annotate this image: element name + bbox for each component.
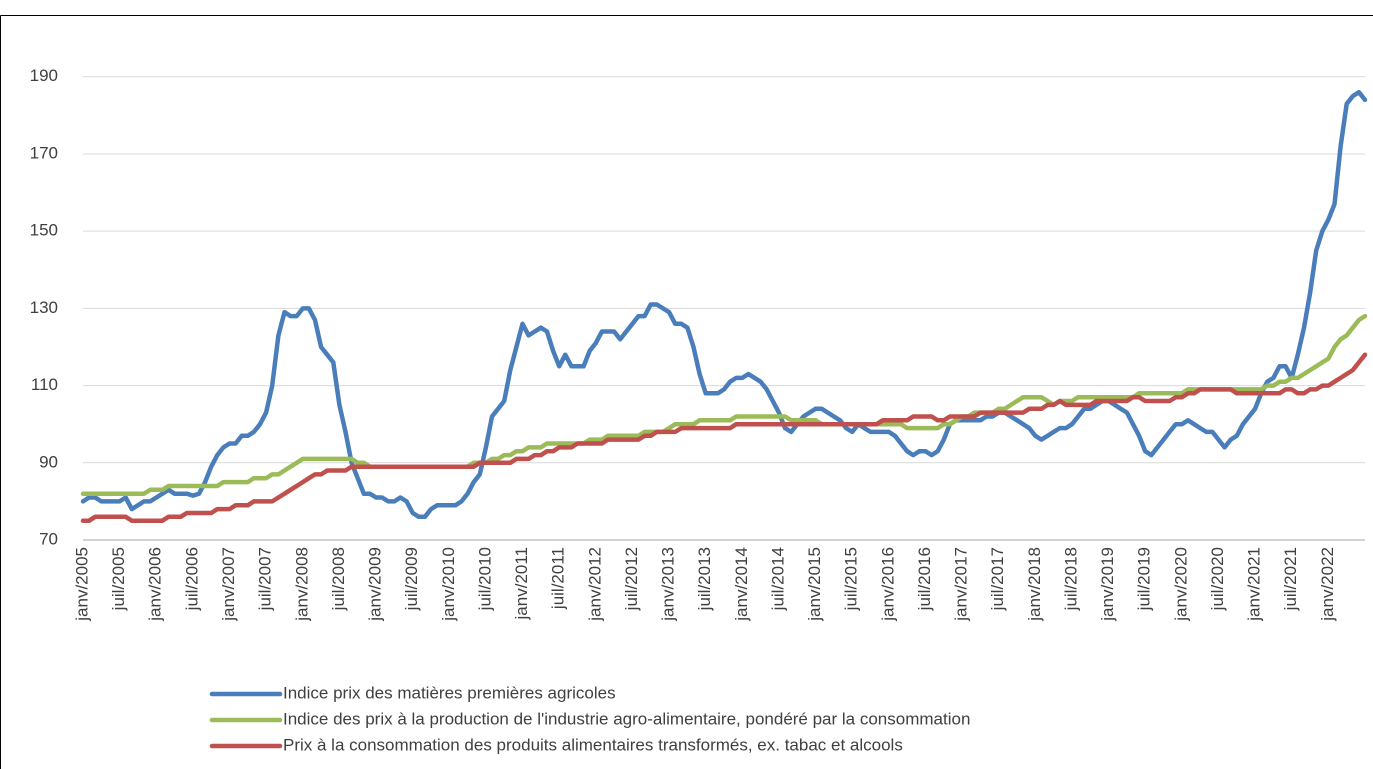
x-tick-label: janv/2005 <box>72 547 91 622</box>
x-tick-label: juil/2019 <box>1135 547 1154 611</box>
x-tick-label: juil/2016 <box>915 547 934 611</box>
x-tick-label: janv/2016 <box>878 547 897 622</box>
legend-label: Prix à la consommation des produits alim… <box>283 735 903 754</box>
x-tick-label: janv/2014 <box>732 547 751 622</box>
x-tick-label: janv/2020 <box>1171 547 1190 622</box>
series-line <box>80 89 1368 520</box>
x-tick-label: juil/2021 <box>1281 547 1300 611</box>
x-tick-label: janv/2021 <box>1245 547 1264 622</box>
x-tick-label: juil/2011 <box>549 547 568 610</box>
x-tick-label: janv/2012 <box>585 547 604 622</box>
x-tick-label: juil/2006 <box>182 547 201 611</box>
x-tick-label: janv/2008 <box>292 547 311 622</box>
x-tick-label: janv/2018 <box>1025 547 1044 622</box>
legend-label: Indice des prix à la production de l'ind… <box>283 709 970 728</box>
y-tick-label: 90 <box>39 452 58 471</box>
x-tick-label: janv/2013 <box>659 547 678 622</box>
x-tick-label: juil/2020 <box>1208 547 1227 611</box>
y-tick-label: 170 <box>30 143 58 162</box>
x-tick-label: juil/2017 <box>988 547 1007 611</box>
x-tick-label: juil/2009 <box>402 547 421 611</box>
x-tick-label: janv/2010 <box>439 547 458 622</box>
x-tick-label: juil/2018 <box>1061 547 1080 611</box>
x-tick-label: janv/2015 <box>805 547 824 622</box>
x-tick-label: juil/2013 <box>695 547 714 611</box>
y-tick-label: 110 <box>31 375 58 394</box>
x-tick-label: juil/2010 <box>475 547 494 611</box>
x-tick-label: juil/2007 <box>256 547 275 611</box>
y-tick-label: 150 <box>30 221 58 240</box>
y-tick-label: 130 <box>30 298 58 317</box>
y-tick-label: 190 <box>30 66 58 85</box>
legend-label: Indice prix des matières premières agric… <box>283 683 616 702</box>
series-line <box>80 352 1368 523</box>
x-tick-label: janv/2007 <box>219 547 238 622</box>
x-tick-label: juil/2008 <box>329 547 348 611</box>
x-tick-label: juil/2015 <box>842 547 861 611</box>
x-tick-label: janv/2017 <box>952 547 971 622</box>
y-tick-label: 70 <box>39 529 58 548</box>
x-tick-label: juil/2005 <box>109 547 128 611</box>
x-tick-label: janv/2011 <box>512 547 531 620</box>
x-tick-label: janv/2009 <box>366 547 385 622</box>
x-tick-label: janv/2019 <box>1098 547 1117 622</box>
x-tick-label: janv/2022 <box>1318 547 1337 622</box>
x-tick-label: juil/2012 <box>622 547 641 611</box>
x-tick-label: juil/2014 <box>768 547 787 611</box>
x-tick-label: janv/2006 <box>146 547 165 622</box>
series-line <box>80 313 1368 496</box>
